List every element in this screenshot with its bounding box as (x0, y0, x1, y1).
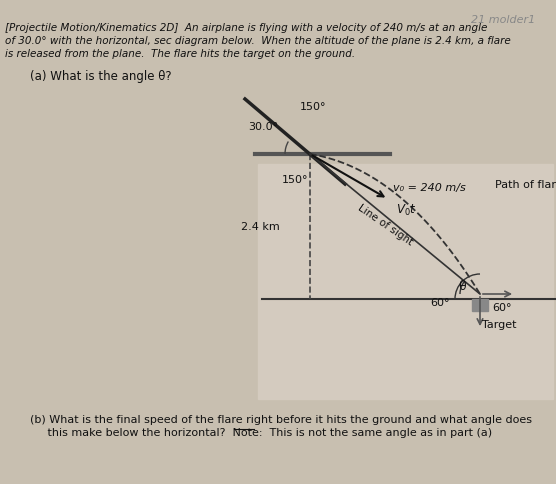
Text: of 30.0° with the horizontal, sec diagram below.  When the altitude of the plane: of 30.0° with the horizontal, sec diagra… (5, 36, 511, 46)
Text: 2.4 km: 2.4 km (241, 222, 280, 232)
Text: 30.0°: 30.0° (248, 122, 278, 132)
Text: Path of flare: Path of flare (495, 180, 556, 190)
Bar (472, 300, 488, 311)
Text: 21 molder1: 21 molder1 (471, 15, 535, 25)
Text: 150°: 150° (282, 175, 309, 184)
Text: v₀ = 240 m/s: v₀ = 240 m/s (393, 182, 466, 193)
Text: Target: Target (482, 319, 517, 329)
Text: (a) What is the angle θ?: (a) What is the angle θ? (30, 70, 172, 83)
Text: is released from the plane.  The flare hits the target on the ground.: is released from the plane. The flare hi… (5, 49, 355, 59)
Text: 60°: 60° (430, 297, 450, 307)
Text: θ: θ (458, 280, 466, 293)
Text: (b) What is the final speed of the flare right before it hits the ground and wha: (b) What is the final speed of the flare… (30, 414, 532, 424)
Text: $V_0 t$: $V_0 t$ (396, 202, 416, 217)
Text: this make below the horizontal?  Note:  This is not the same angle as in part (a: this make below the horizontal? Note: Th… (30, 427, 492, 437)
Bar (258, 165, 553, 399)
Text: 60°: 60° (492, 302, 512, 312)
Text: [Projectile Motion/Kinematics 2D]  An airplane is flying with a velocity of 240 : [Projectile Motion/Kinematics 2D] An air… (5, 23, 488, 33)
Text: Line of sight: Line of sight (356, 202, 414, 247)
Text: 150°: 150° (300, 102, 326, 112)
